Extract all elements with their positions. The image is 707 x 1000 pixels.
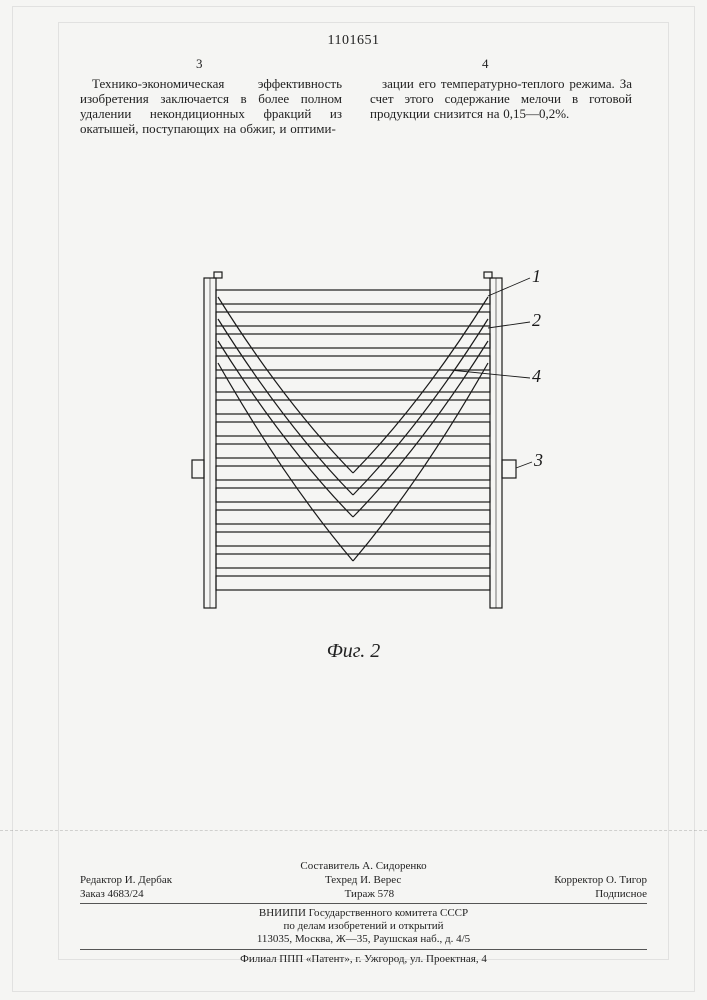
col2-paragraph: зации его температурно-теплого режима. З… (370, 76, 632, 121)
techred: Техред И. Верес (325, 874, 401, 886)
branch-line: Филиал ППП «Патент», г. Ужгород, ул. Про… (80, 953, 647, 966)
publisher-line-2: по делам изобретений и открытий (80, 920, 647, 933)
svg-text:2: 2 (532, 310, 541, 330)
page-number-left: 3 (196, 56, 203, 72)
figure-caption: Фиг. 2 (0, 640, 707, 663)
publisher-line-3: 113035, Москва, Ж—35, Раушская наб., д. … (80, 933, 647, 946)
svg-text:1: 1 (532, 266, 541, 286)
divider-2 (80, 949, 647, 950)
svg-text:3: 3 (533, 450, 543, 470)
fold-seam (0, 830, 707, 831)
body-text-col2: зации его температурно-теплого режима. З… (370, 76, 632, 121)
figure-2-diagram: 1243 (188, 260, 518, 630)
editor: Редактор И. Дербак (80, 874, 172, 886)
svg-text:4: 4 (532, 366, 541, 386)
body-text-col1: Технико-экономическая эффективность изоб… (80, 76, 342, 136)
corrector: Корректор О. Тигор (554, 874, 647, 886)
figure-svg: 1 2 4 3 (188, 260, 548, 630)
compiler: Составитель А. Сидоренко (300, 860, 426, 872)
document-number: 1101651 (0, 33, 707, 49)
page-number-right: 4 (482, 56, 489, 72)
publisher-line-1: ВНИИПИ Государственного комитета СССР (80, 907, 647, 920)
col1-paragraph: Технико-экономическая эффективность изоб… (80, 76, 342, 136)
print-run: Тираж 578 (345, 888, 395, 900)
imprint-block: Составитель А. Сидоренко Редактор И. Дер… (80, 860, 647, 966)
order-number: Заказ 4683/24 (80, 888, 144, 900)
divider-1 (80, 903, 647, 904)
subscription: Подписное (595, 888, 647, 900)
